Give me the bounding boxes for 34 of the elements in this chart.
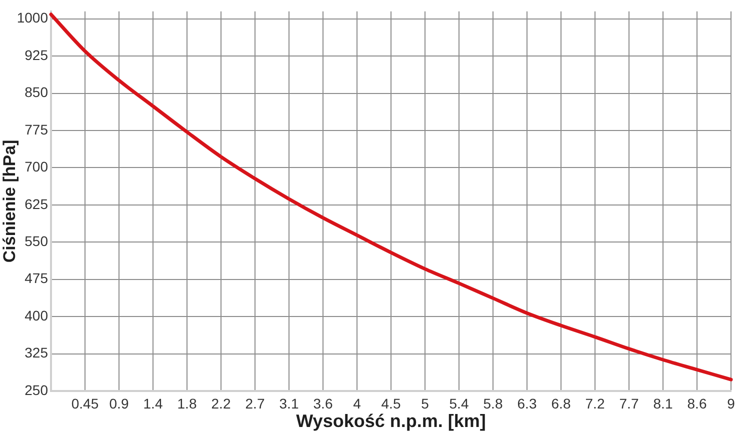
x-axis-title: Wysokość n.p.m. [km] [296, 411, 486, 432]
x-tick-label: 0.45 [71, 395, 99, 412]
x-tick-label: 5.8 [483, 395, 503, 412]
y-tick-label: 400 [24, 307, 48, 324]
y-axis-title: Ciśnienie [hPa] [0, 140, 19, 263]
y-tick-label: 625 [24, 196, 48, 212]
line-series [49, 12, 733, 382]
y-tick-label: 850 [24, 84, 48, 100]
y-tick-label: 250 [24, 382, 48, 398]
x-tick-label: 8.6 [687, 395, 707, 412]
x-tick-label: 8.1 [653, 395, 673, 412]
y-tick-label: 925 [24, 46, 48, 63]
x-tick-label: 3.6 [313, 395, 333, 412]
x-tick-label: 5.4 [449, 395, 469, 412]
y-tick-label: 775 [24, 121, 48, 138]
x-tick-label: 1.4 [143, 395, 163, 412]
y-tick-label: 700 [24, 158, 48, 175]
x-tick-label: 1.8 [177, 395, 197, 412]
x-tick-label: 4 [353, 395, 362, 412]
x-tick-label: 6.3 [517, 395, 537, 412]
y-tick-label: 475 [24, 270, 48, 286]
x-tick-label: 3.1 [279, 395, 299, 412]
x-tick-label: 9 [727, 395, 736, 412]
y-tick-label: 325 [24, 344, 48, 361]
x-tick-label: 4.5 [381, 395, 401, 412]
x-tick-label: 7.2 [585, 395, 605, 412]
x-tick-label: 0.9 [109, 395, 129, 412]
y-tick-label: 550 [24, 232, 48, 249]
x-tick-label: 2.7 [245, 395, 265, 412]
x-tick-label: 6.8 [551, 395, 571, 412]
x-tick-label: 2.2 [211, 395, 231, 412]
y-tick-label: 1000 [16, 10, 48, 26]
x-tick-label: 5 [421, 395, 430, 412]
x-tick-label: 7.7 [619, 395, 639, 412]
